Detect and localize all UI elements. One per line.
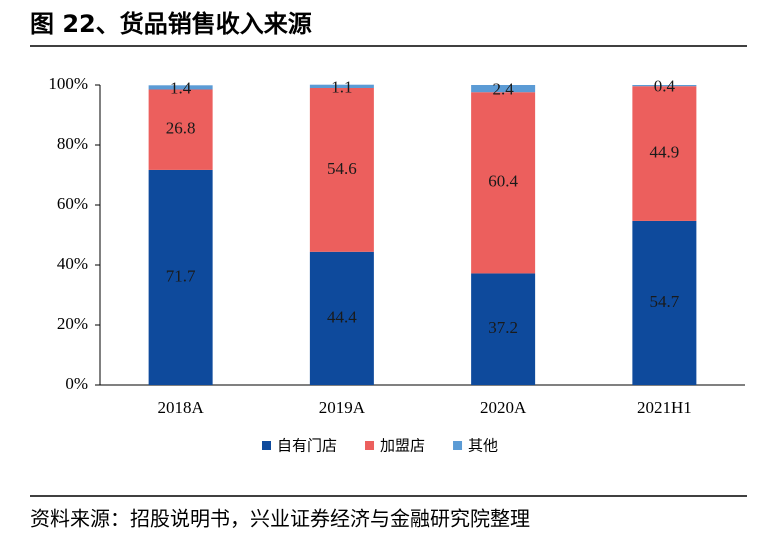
legend-label: 其他 [468, 437, 498, 455]
y-tick-label: 40% [57, 254, 88, 273]
value-label: 37.2 [488, 318, 518, 337]
bar-segment [148, 169, 213, 385]
bar-segment [309, 84, 374, 88]
y-tick-label: 80% [57, 134, 88, 153]
bar-segment [471, 85, 536, 93]
value-label: 71.7 [166, 266, 196, 285]
bar-segment [632, 86, 697, 221]
value-label: 54.7 [650, 292, 680, 311]
legend-swatch [453, 441, 463, 450]
source: 资料来源：招股说明书，兴业证券经济与金融研究院整理 [30, 507, 530, 531]
legend-swatch [365, 441, 375, 450]
chart-title: 图 22、货品销售收入来源 [30, 10, 312, 38]
x-tick-label: 2020A [480, 398, 527, 417]
value-label: 54.6 [327, 159, 357, 178]
value-label: 44.9 [650, 142, 680, 161]
value-label: 1.1 [331, 77, 352, 96]
value-label: 60.4 [488, 172, 518, 191]
value-label: 0.4 [654, 77, 676, 96]
bar-segment [632, 85, 697, 87]
value-label: 26.8 [166, 119, 196, 138]
value-label: 44.4 [327, 307, 357, 326]
bar-segment [632, 220, 697, 385]
y-tick-label: 100% [48, 74, 88, 93]
y-tick-label: 0% [65, 374, 88, 393]
bar-segment [309, 88, 374, 252]
bar-segment [148, 85, 213, 90]
bar-segment [471, 273, 536, 385]
value-label: 2.4 [493, 80, 515, 99]
bar-segment [471, 92, 536, 274]
y-tick-label: 20% [57, 314, 88, 333]
x-tick-label: 2018A [157, 398, 204, 417]
legend-label: 加盟店 [380, 437, 425, 455]
bar-segment [148, 89, 213, 170]
legend-label: 自有门店 [277, 437, 337, 455]
y-tick-label: 60% [57, 194, 88, 213]
x-tick-label: 2021H1 [637, 398, 692, 417]
x-tick-label: 2019A [319, 398, 366, 417]
value-label: 1.4 [170, 78, 192, 97]
legend-swatch [262, 441, 271, 450]
bar-segment [309, 251, 374, 385]
